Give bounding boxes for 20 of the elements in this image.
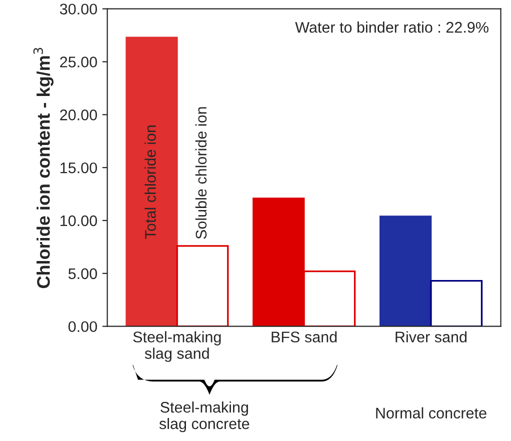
bar bbox=[176, 245, 229, 326]
y-tick-label: 20.00 bbox=[60, 110, 97, 120]
y-tick-label: 0.00 bbox=[68, 321, 97, 332]
bar bbox=[380, 216, 432, 326]
y-tick-label: 10.00 bbox=[60, 215, 97, 226]
bar bbox=[126, 36, 178, 326]
text: Steel-making slag concrete bbox=[159, 401, 250, 432]
annotation: Water to binder ratio : 22.9% bbox=[295, 22, 488, 33]
text: Normal concrete bbox=[376, 407, 486, 419]
y-tick-label: 25.00 bbox=[60, 56, 97, 68]
x-tick-label: River sand bbox=[396, 331, 466, 342]
y-tick-label: 5.00 bbox=[68, 268, 97, 280]
y-tick-label: 15.00 bbox=[60, 162, 97, 174]
y-axis-title: Chloride ion content - kg/m$^{3}$ bbox=[33, 48, 54, 288]
series-label: Total chloride ion bbox=[144, 126, 156, 239]
bar bbox=[430, 280, 483, 326]
text: Soluble chloride ion bbox=[195, 107, 207, 239]
y-tick-label: 30.00 bbox=[60, 4, 97, 15]
x-tick-label: Steel-making slag sand bbox=[133, 331, 221, 362]
x-tick-label: BFS sand bbox=[272, 331, 337, 342]
